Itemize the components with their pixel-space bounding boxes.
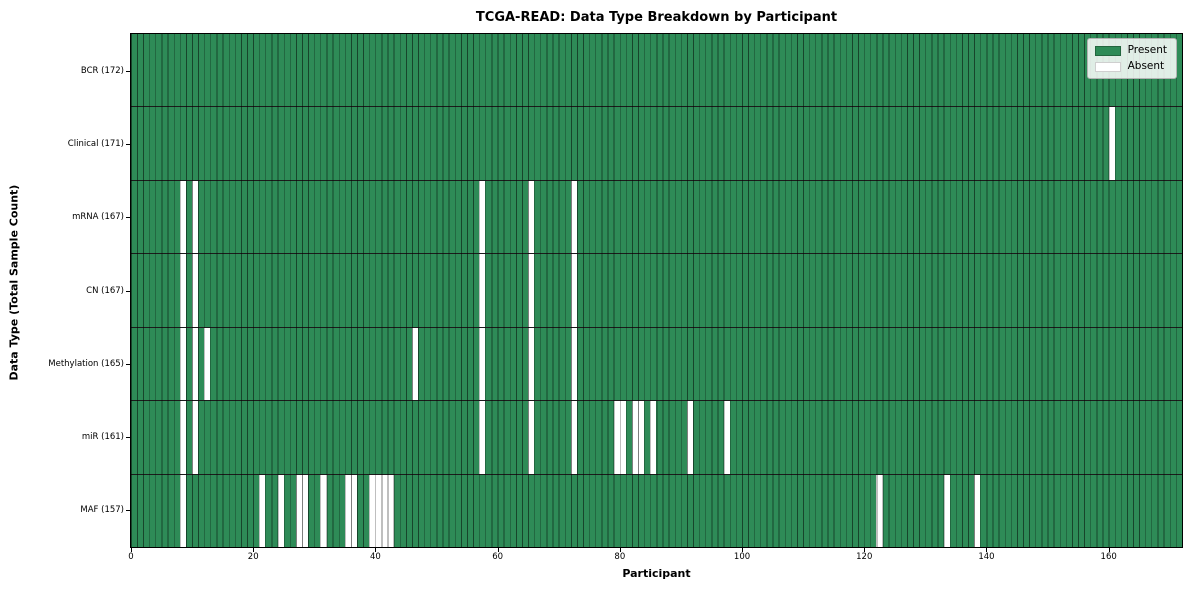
x-tick-label: 140 (978, 552, 995, 562)
chart-title: TCGA-READ: Data Type Breakdown by Partic… (475, 10, 838, 25)
y-tick-label-clinical: Clinical (171) (67, 138, 124, 149)
absent-cell (876, 474, 883, 547)
x-tick-label: 40 (369, 552, 381, 562)
absent-cell (412, 327, 419, 401)
y-axis-label: Data Type (Total Sample Count) (7, 184, 21, 381)
heatmap-row-clinical (131, 106, 1182, 180)
absent-cell (528, 180, 535, 254)
y-tick-label-mrna: mRNA (167) (72, 212, 124, 223)
absent-cell (192, 401, 199, 474)
absent-cell (1108, 107, 1115, 180)
absent-cell (350, 474, 358, 547)
x-tick-label: 80 (614, 552, 626, 562)
x-tick-label: 0 (128, 552, 134, 562)
legend: Present Absent (1086, 38, 1177, 79)
absent-cell (479, 401, 486, 474)
heatmap-row-mrna (131, 179, 1182, 254)
absent-cell (204, 327, 211, 401)
y-tick-mark (126, 363, 130, 365)
absent-cell (570, 327, 578, 401)
y-tick-label-maf: MAF (157) (80, 505, 124, 516)
absent-cell (687, 401, 694, 474)
absent-cell (179, 327, 186, 401)
x-tick-mark (253, 548, 255, 552)
legend-item-absent: Absent (1094, 60, 1167, 72)
legend-absent-label: Absent (1127, 60, 1165, 72)
heatmap-row-maf (131, 473, 1182, 547)
x-tick-label: 60 (492, 552, 504, 562)
x-axis-label: Participant (622, 567, 691, 580)
absent-cell (192, 327, 199, 401)
absent-cell (320, 474, 327, 547)
y-tick-mark (126, 143, 130, 145)
absent-cell (479, 254, 486, 327)
x-tick-mark (864, 548, 866, 552)
absent-cell (179, 401, 186, 474)
heatmap-rows (131, 34, 1182, 547)
legend-present-swatch (1094, 45, 1121, 56)
absent-cell (528, 254, 535, 327)
absent-cell (528, 327, 535, 401)
x-tick-mark (497, 548, 499, 552)
absent-cell (570, 254, 578, 327)
absent-cell (570, 401, 578, 474)
y-tick-label-mir: miR (161) (81, 432, 124, 443)
heatmap-row-cn (131, 253, 1182, 327)
y-tick-mark (126, 217, 130, 219)
x-tick-label: 160 (1100, 552, 1117, 562)
absent-cell (192, 254, 199, 327)
y-tick-label-bcr: BCR (172) (80, 65, 124, 76)
absent-cell (179, 180, 186, 254)
x-tick-mark (742, 548, 744, 552)
legend-absent-swatch (1094, 61, 1121, 72)
y-tick-mark (126, 510, 130, 512)
absent-cell (259, 474, 266, 547)
heatmap-row-methylation (131, 326, 1182, 401)
heatmap-row-mir (131, 400, 1182, 474)
x-tick-label: 120 (856, 552, 873, 562)
absent-cell (387, 474, 394, 547)
absent-cell (619, 401, 626, 474)
x-tick-mark (131, 548, 132, 552)
y-tick-label-methylation: Methylation (165) (48, 358, 124, 369)
absent-cell (650, 401, 657, 474)
x-tick-label: 20 (247, 552, 259, 562)
y-tick-label-cn: CN (167) (86, 285, 124, 296)
legend-item-present: Present (1094, 44, 1167, 56)
x-tick-mark (1108, 548, 1110, 552)
absent-cell (192, 180, 199, 254)
y-tick-mark (126, 70, 130, 72)
absent-cell (479, 327, 486, 401)
absent-cell (277, 474, 284, 547)
absent-cell (974, 474, 981, 547)
y-tick-mark (126, 437, 130, 439)
absent-cell (302, 474, 309, 547)
absent-cell (179, 474, 186, 547)
x-tick-mark (986, 548, 988, 552)
x-tick-mark (619, 548, 621, 552)
y-tick-mark (126, 290, 130, 292)
heatmap-row-bcr (131, 34, 1182, 107)
absent-cell (570, 180, 578, 254)
absent-cell (638, 401, 645, 474)
absent-cell (528, 401, 535, 474)
x-tick-label: 100 (733, 552, 751, 562)
absent-cell (479, 180, 486, 254)
absent-cell (723, 401, 730, 474)
absent-cell (179, 254, 186, 327)
plot-area: Present Absent (130, 33, 1183, 548)
absent-cell (943, 474, 950, 547)
x-tick-mark (375, 548, 377, 552)
legend-present-label: Present (1127, 44, 1167, 56)
